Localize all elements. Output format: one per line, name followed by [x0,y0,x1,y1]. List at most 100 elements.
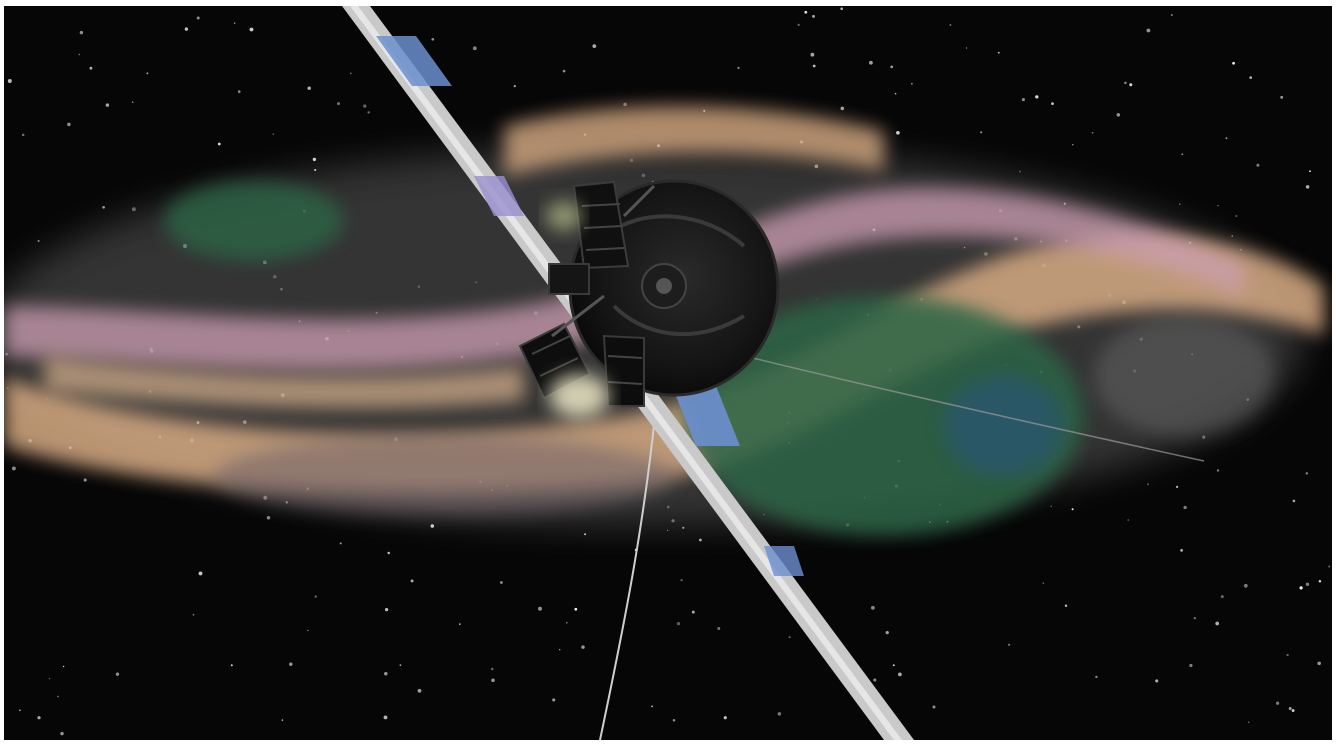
star [472,46,477,51]
star [1019,170,1021,173]
star [1305,185,1310,189]
star [1288,707,1292,710]
star [592,44,597,48]
star [1299,586,1303,590]
star [1309,170,1311,173]
star [289,662,293,666]
star [146,72,149,75]
star [314,168,317,172]
star [1124,81,1127,85]
star [980,131,983,134]
star [384,672,388,676]
star [384,607,389,612]
star [1170,13,1173,17]
star [349,72,352,75]
space-background [4,6,1332,740]
star [57,695,59,698]
star [417,688,422,693]
star [898,672,902,677]
star [230,664,233,667]
star [48,677,51,680]
star [314,595,317,598]
star [680,579,683,582]
star [1183,505,1187,510]
star [676,621,681,626]
star [1286,653,1289,657]
star [131,101,134,103]
star [1215,621,1220,626]
star [1042,582,1044,584]
star [1328,565,1331,568]
star [1291,709,1295,712]
star [1220,595,1224,599]
star [115,672,120,676]
star [1232,61,1235,65]
star [62,665,65,668]
star [623,102,627,107]
star [717,627,721,630]
star [500,581,503,584]
star [1256,163,1260,167]
star [1051,102,1054,105]
star [79,30,84,35]
star [198,571,203,576]
star [1305,582,1310,586]
star [1007,643,1011,646]
star [490,667,494,671]
star [458,623,461,625]
star [804,10,808,14]
star [1292,499,1296,503]
star [272,133,274,135]
star [60,731,64,736]
star [339,542,342,545]
star [184,27,189,31]
star [131,207,136,212]
star [1243,583,1248,588]
star [399,664,402,666]
star [37,716,41,720]
star [691,610,695,614]
star [1095,675,1098,679]
star [840,106,845,111]
star [965,47,968,49]
star [37,239,40,243]
star [810,52,815,57]
star [102,205,105,209]
star [584,533,587,536]
star [1318,580,1322,583]
star [797,23,800,26]
spacecraft [518,179,780,418]
star [11,466,16,471]
star [723,716,727,720]
star [666,529,669,532]
star [566,621,568,624]
star [1091,131,1094,134]
star [552,698,556,702]
star [1225,137,1228,140]
star [870,605,875,610]
star [336,102,341,106]
trailing-wire [599,345,1205,740]
star [237,90,241,93]
star [892,664,895,667]
star [896,130,900,135]
star [840,7,844,11]
star [885,630,889,635]
star [1129,83,1133,87]
star [1280,95,1284,99]
star [894,92,897,95]
star [430,524,435,528]
star [1155,679,1159,683]
star [383,715,388,720]
star [812,14,815,18]
star [1249,76,1253,79]
star [873,678,877,682]
star [574,607,578,611]
star [1248,721,1250,723]
star [1231,235,1233,237]
star [699,538,702,542]
star [651,705,653,708]
star [997,51,1000,54]
star [78,53,81,56]
star [1050,505,1052,507]
